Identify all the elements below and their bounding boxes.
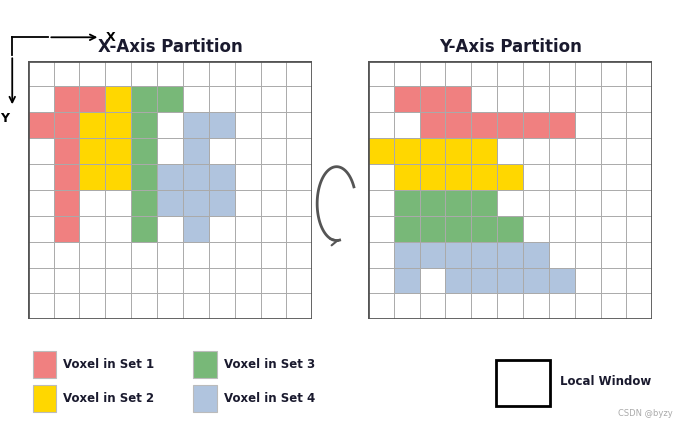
Bar xyxy=(420,190,446,216)
Bar xyxy=(471,138,497,164)
Bar xyxy=(497,216,523,242)
Bar xyxy=(209,190,235,216)
Bar xyxy=(393,164,420,190)
Bar xyxy=(393,216,420,242)
Text: Voxel in Set 1: Voxel in Set 1 xyxy=(63,358,155,371)
Bar xyxy=(497,268,523,293)
Bar xyxy=(28,112,53,138)
Bar xyxy=(368,138,393,164)
Bar xyxy=(183,216,209,242)
Bar xyxy=(393,268,420,293)
Text: Local Window: Local Window xyxy=(559,376,651,388)
Bar xyxy=(193,385,217,412)
Bar xyxy=(157,190,183,216)
Bar xyxy=(53,190,80,216)
Text: Voxel in Set 4: Voxel in Set 4 xyxy=(224,392,315,405)
Bar xyxy=(420,138,446,164)
Bar xyxy=(131,216,157,242)
Bar xyxy=(471,190,497,216)
Text: X: X xyxy=(105,31,115,44)
Bar xyxy=(446,138,471,164)
Bar xyxy=(523,242,549,268)
Bar xyxy=(523,268,549,293)
Bar xyxy=(105,138,131,164)
Bar xyxy=(446,242,471,268)
Bar xyxy=(497,164,523,190)
Bar xyxy=(549,268,575,293)
Bar xyxy=(446,164,471,190)
Text: Voxel in Set 2: Voxel in Set 2 xyxy=(63,392,155,405)
Bar xyxy=(131,112,157,138)
Text: Voxel in Set 3: Voxel in Set 3 xyxy=(224,358,315,371)
Bar xyxy=(549,112,575,138)
Bar xyxy=(496,360,550,406)
Bar xyxy=(80,87,105,112)
Bar xyxy=(420,216,446,242)
Bar xyxy=(183,164,209,190)
Title: X-Axis Partition: X-Axis Partition xyxy=(98,38,242,56)
Bar xyxy=(446,268,471,293)
Bar xyxy=(446,190,471,216)
Bar xyxy=(53,164,80,190)
Bar xyxy=(471,216,497,242)
Bar xyxy=(33,385,56,412)
Bar xyxy=(183,138,209,164)
Bar xyxy=(471,242,497,268)
Bar xyxy=(131,164,157,190)
Bar xyxy=(446,112,471,138)
Bar xyxy=(80,164,105,190)
Bar xyxy=(183,190,209,216)
Bar xyxy=(209,112,235,138)
Bar xyxy=(131,138,157,164)
Title: Y-Axis Partition: Y-Axis Partition xyxy=(439,38,582,56)
Bar xyxy=(393,87,420,112)
Bar xyxy=(393,138,420,164)
Bar xyxy=(53,112,80,138)
Bar xyxy=(523,112,549,138)
Bar xyxy=(471,112,497,138)
Bar xyxy=(105,87,131,112)
Bar xyxy=(80,112,105,138)
Bar xyxy=(420,112,446,138)
Text: CSDN @byzy: CSDN @byzy xyxy=(618,409,673,418)
Bar xyxy=(157,164,183,190)
Bar xyxy=(183,112,209,138)
Bar xyxy=(53,216,80,242)
Bar xyxy=(393,242,420,268)
Bar xyxy=(33,351,56,378)
Bar xyxy=(471,164,497,190)
Bar xyxy=(105,112,131,138)
Bar xyxy=(131,190,157,216)
Bar xyxy=(446,87,471,112)
Bar xyxy=(420,87,446,112)
Bar xyxy=(497,112,523,138)
Bar xyxy=(80,138,105,164)
Bar xyxy=(393,190,420,216)
Bar xyxy=(193,351,217,378)
Bar xyxy=(53,87,80,112)
Bar xyxy=(446,216,471,242)
Text: Y: Y xyxy=(0,112,9,125)
Bar xyxy=(471,268,497,293)
Bar xyxy=(157,87,183,112)
Bar xyxy=(420,242,446,268)
Bar xyxy=(420,164,446,190)
Bar xyxy=(497,242,523,268)
Bar xyxy=(53,138,80,164)
Bar xyxy=(105,164,131,190)
Bar xyxy=(131,87,157,112)
Bar xyxy=(209,164,235,190)
